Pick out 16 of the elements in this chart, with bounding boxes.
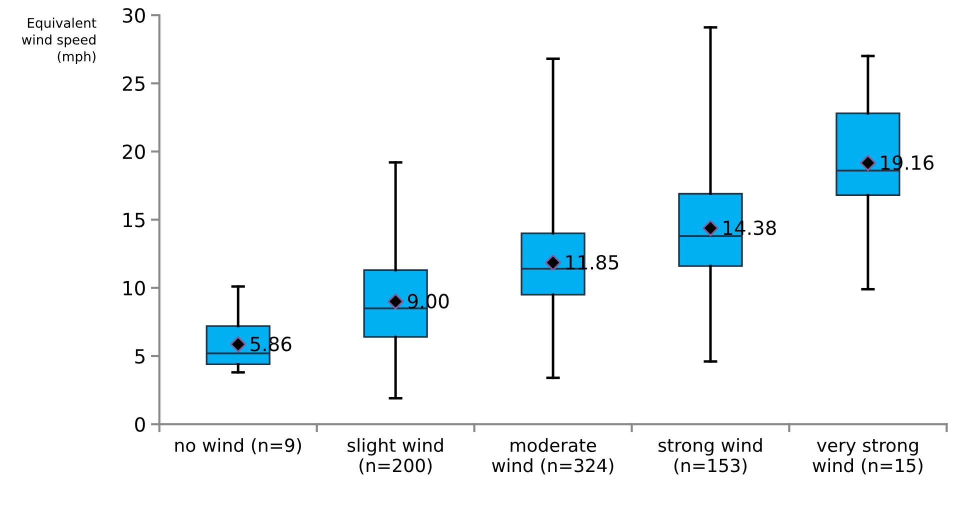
x-tick-label: strong wind (n=153) bbox=[658, 438, 762, 474]
x-tick-label: slight wind (n=200) bbox=[348, 438, 443, 474]
x-tick-label: moderate wind (n=324) bbox=[492, 438, 614, 474]
x-tick-label: very strong wind (n=15) bbox=[812, 439, 922, 474]
y-tick-label: 30 bbox=[122, 8, 145, 23]
y-tick-label: 15 bbox=[124, 212, 144, 228]
point bbox=[387, 293, 404, 310]
y-tick-label: 20 bbox=[122, 144, 145, 160]
point bbox=[702, 220, 719, 236]
y-tick-label: 25 bbox=[122, 76, 144, 91]
y-tick-label: 10 bbox=[124, 280, 145, 296]
x-tick-label: no wind (n=9) bbox=[175, 438, 301, 454]
y-tick-label: 5 bbox=[135, 349, 144, 364]
y-axis-title: Equivalent wind speed (mph) bbox=[22, 18, 96, 64]
point bbox=[860, 154, 876, 172]
y-tick-label: 0 bbox=[135, 417, 145, 432]
